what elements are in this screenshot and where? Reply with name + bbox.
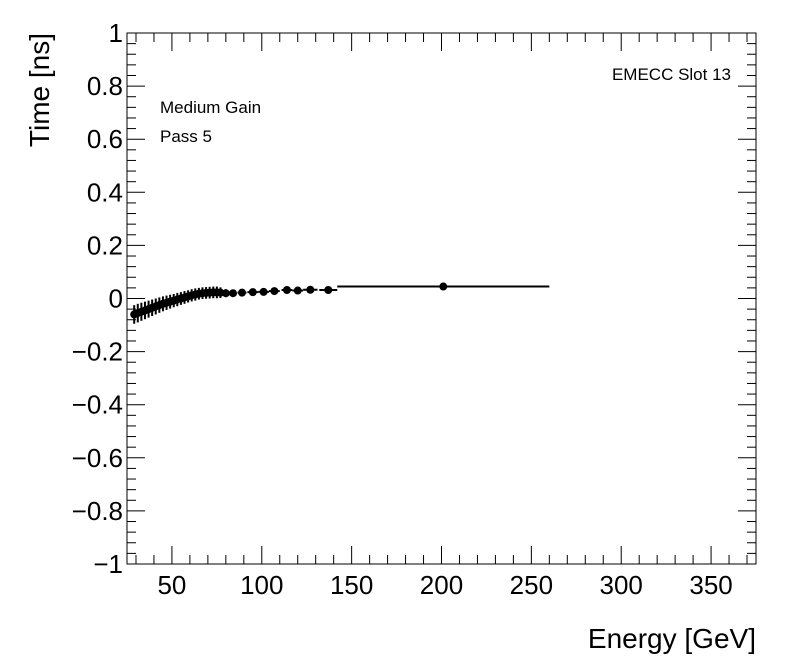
data-point [229, 289, 238, 298]
x-axis-title: Energy [GeV] [588, 623, 756, 654]
x-tick-label: 150 [330, 570, 373, 600]
y-tick-label: −0.8 [72, 496, 123, 526]
y-tick-label: 0.8 [87, 71, 123, 101]
data-point [306, 285, 315, 294]
x-tick-label: 200 [420, 570, 463, 600]
data-point [324, 286, 333, 295]
data-point [270, 287, 279, 296]
y-tick-label: 0 [109, 284, 123, 314]
x-axis-tick-labels: 50 100 150 200 250 300 350 [157, 570, 732, 600]
y-tick-label: 1 [109, 18, 123, 48]
gain-annotation: Medium Gain [160, 98, 261, 117]
x-tick-label: 50 [157, 570, 186, 600]
y-tick-label: −0.6 [72, 443, 123, 473]
y-tick-label: −1 [93, 549, 123, 579]
y-tick-label: 0.2 [87, 230, 123, 260]
data-point [293, 286, 302, 295]
x-tick-label: 350 [689, 570, 732, 600]
y-axis-ticks [127, 32, 756, 565]
slot-annotation: EMECC Slot 13 [612, 65, 731, 84]
data-point [221, 289, 230, 298]
x-axis-ticks [135, 33, 748, 564]
y-tick-label: −0.4 [72, 390, 123, 420]
data-point [238, 288, 247, 297]
data-point [259, 287, 268, 296]
x-tick-label: 100 [240, 570, 283, 600]
y-tick-label: 0.4 [87, 177, 123, 207]
y-axis-title: Time [ns] [24, 33, 55, 147]
data-point [439, 282, 448, 291]
data-point [248, 288, 257, 297]
y-tick-label: 0.6 [87, 124, 123, 154]
pass-annotation: Pass 5 [160, 127, 212, 146]
y-axis-tick-labels: −1 −0.8 −0.6 −0.4 −0.2 0 0.2 0.4 0.6 0.8 1 [72, 18, 123, 579]
x-tick-label: 300 [600, 570, 643, 600]
data-series [130, 282, 550, 324]
y-tick-label: −0.2 [72, 337, 123, 367]
data-point [282, 286, 291, 295]
x-tick-label: 250 [510, 570, 553, 600]
